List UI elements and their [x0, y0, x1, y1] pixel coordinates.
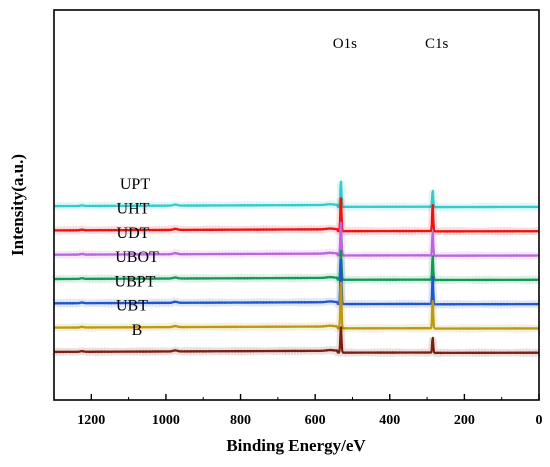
series-line-ubot: [53, 249, 540, 282]
x-tick-label: 0: [536, 413, 543, 428]
plot-frame: [53, 9, 540, 401]
peak-labels: O1s C1s: [333, 36, 449, 52]
x-tick-label: 1000: [152, 413, 180, 428]
series-line-ubpt: [53, 258, 540, 306]
peak-label-c1s: C1s: [425, 36, 449, 52]
x-tick-label: 200: [454, 413, 475, 428]
series-label-ubot: UBOT: [115, 249, 159, 266]
series-label-upt: UPT: [120, 176, 150, 193]
series-labels: UPT UHT UDT UBOT UBPT UBT B: [115, 176, 159, 339]
series-line-udt: [53, 221, 540, 257]
series-line-upt: [53, 180, 540, 209]
series-label-b: B: [132, 322, 143, 339]
series-line-b: [53, 326, 540, 355]
peak-label-o1s: O1s: [333, 36, 357, 52]
series-line-uht: [53, 197, 540, 233]
y-axis-title: Intensity(a.u.): [8, 154, 27, 256]
series-traces: [51, 180, 541, 358]
series-label-uht: UHT: [117, 201, 150, 218]
x-tick-label: 1200: [77, 413, 105, 428]
x-tick-label: 800: [230, 413, 251, 428]
x-tick-label: 400: [379, 413, 400, 428]
x-tick-label: 600: [305, 413, 326, 428]
x-axis-title: Binding Energy/eV: [226, 436, 366, 455]
series-line-ubt: [53, 281, 540, 330]
series-label-ubpt: UBPT: [115, 273, 156, 290]
series-label-ubt: UBT: [116, 298, 148, 315]
series-label-udt: UDT: [117, 225, 150, 242]
x-axis-ticks: 1200 1000 800 600 400 200 0: [53, 394, 543, 428]
